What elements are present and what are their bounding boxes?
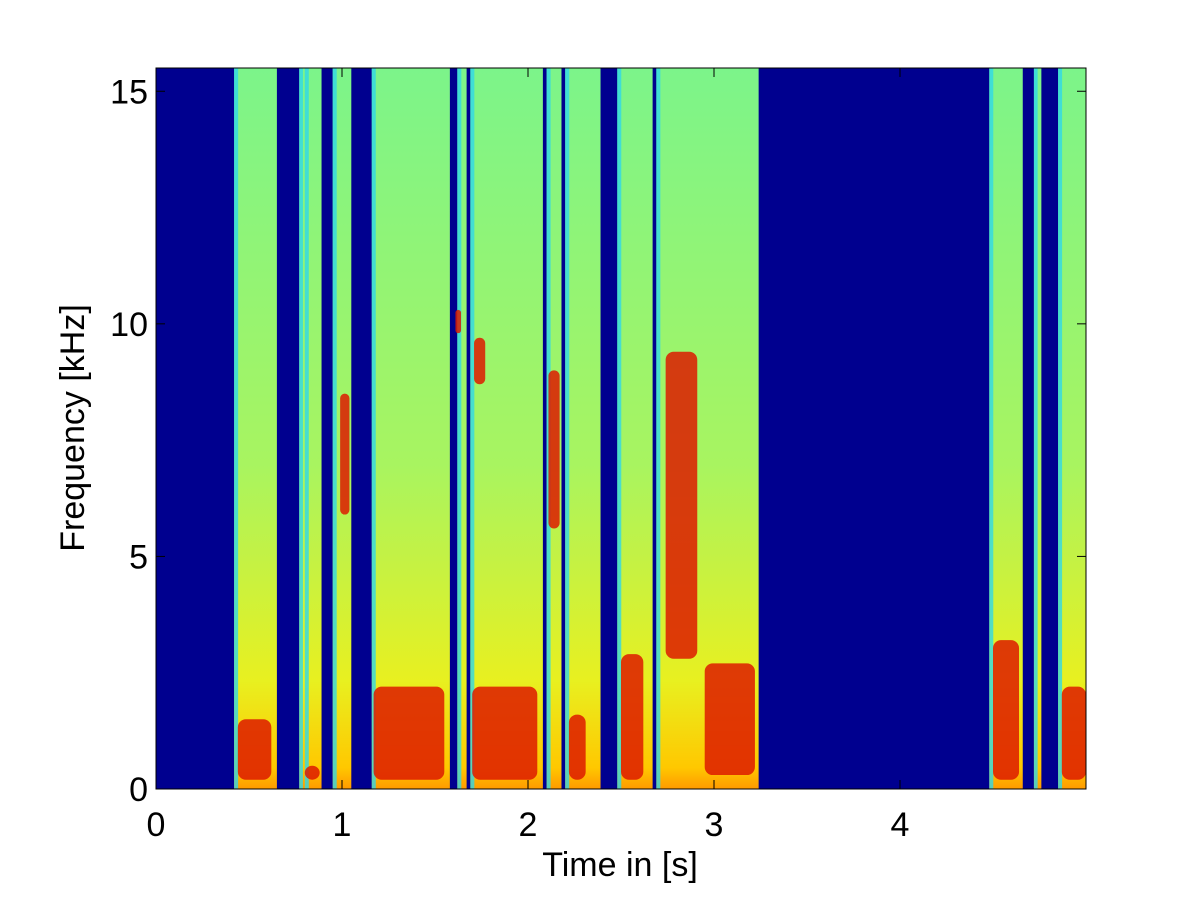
x-axis-label: Time in [s]	[542, 846, 698, 884]
high-energy-region	[665, 351, 698, 659]
high-energy-region	[1061, 686, 1086, 780]
high-energy-region	[455, 309, 462, 334]
segment-edge	[457, 68, 462, 789]
high-energy-region	[568, 714, 586, 780]
y-tick-label: 15	[110, 73, 148, 111]
y-tick-label: 10	[110, 306, 148, 344]
segment-edge	[304, 68, 309, 789]
high-energy-region	[304, 765, 320, 780]
segment-edge	[989, 68, 994, 789]
segment-edge	[234, 68, 239, 789]
high-energy-region	[472, 686, 538, 780]
segment-edge	[332, 68, 337, 789]
x-tick-label: 2	[519, 806, 538, 844]
y-tick-label: 5	[129, 538, 148, 576]
segment-edge	[371, 68, 376, 789]
x-tick-label: 1	[333, 806, 352, 844]
high-energy-region	[621, 654, 644, 780]
high-energy-region	[704, 663, 755, 776]
y-tick-label: 0	[129, 771, 148, 809]
segment-edge	[656, 68, 661, 789]
segment-edge	[470, 68, 475, 789]
plot-area	[156, 68, 1086, 789]
high-energy-region	[993, 640, 1020, 780]
x-tick-label: 0	[147, 806, 166, 844]
voiced-segment	[470, 68, 543, 789]
voiced-segment	[1058, 68, 1086, 789]
high-energy-region	[340, 393, 350, 515]
high-energy-region	[474, 337, 486, 385]
segment-edge	[299, 68, 303, 789]
high-energy-region	[548, 370, 560, 529]
high-energy-region	[237, 719, 272, 780]
voiced-segment	[565, 68, 601, 789]
voiced-segment	[234, 68, 277, 789]
voiced-segment	[304, 68, 322, 789]
segment-edge	[1058, 68, 1063, 789]
segment-edge	[1033, 68, 1038, 789]
segment-edge	[617, 68, 622, 789]
segment-edge	[565, 68, 570, 789]
x-tick-label: 3	[705, 806, 724, 844]
axes-box	[155, 67, 1087, 790]
high-energy-region	[373, 686, 445, 780]
x-tick-label: 4	[891, 806, 910, 844]
voiced-segment	[457, 68, 467, 789]
voiced-segment	[371, 68, 450, 789]
y-axis-label: Frequency [kHz]	[54, 304, 92, 552]
